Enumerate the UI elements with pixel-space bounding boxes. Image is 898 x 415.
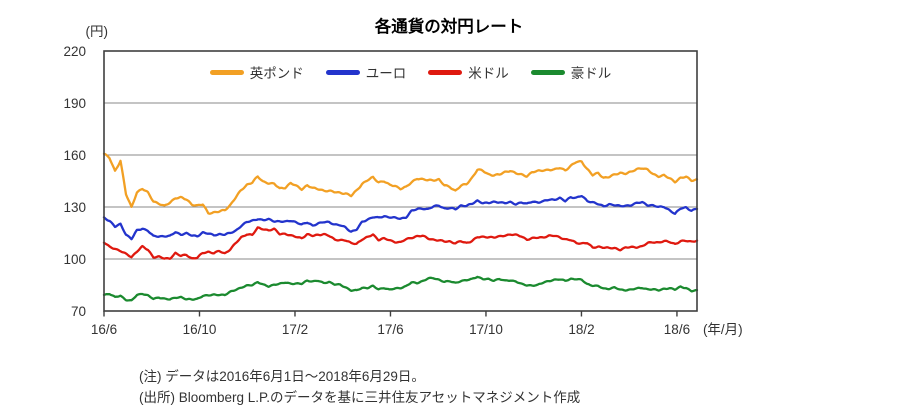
series-line-1: [102, 194, 699, 241]
y-tick-label: 100: [63, 252, 86, 267]
x-tick-label: 18/6: [664, 322, 690, 337]
x-axis-unit-label: (年/月): [703, 322, 743, 337]
legend: 英ポンド ユーロ 米ドル 豪ドル: [114, 62, 707, 82]
legend-item-usd: 米ドル: [428, 62, 509, 82]
note-line: (注) データは2016年6月1日～2018年6月29日。: [139, 369, 425, 384]
x-tick-label: 17/2: [282, 322, 308, 337]
legend-item-gbp: 英ポンド: [209, 62, 304, 82]
series-line-3: [102, 275, 699, 302]
plot-area: 220 190 160 130 100 70 16/6 16/10 17/2 17/6 17/10 1…: [63, 44, 743, 337]
legend-label-eur: ユーロ: [365, 66, 407, 81]
y-tick-label: 130: [63, 200, 86, 215]
series-line-0: [102, 152, 699, 215]
y-axis-unit-label: (円): [85, 24, 109, 39]
x-tick-label: 18/2: [568, 322, 594, 337]
usd-line-swatch-icon: [428, 69, 463, 75]
legend-label-usd: 米ドル: [468, 66, 509, 81]
legend-label-gbp: 英ポンド: [249, 66, 304, 81]
y-tick-label: 220: [63, 44, 86, 59]
legend-item-eur: ユーロ: [325, 62, 407, 82]
plot-frame: [103, 50, 698, 312]
x-tick-label: 16/6: [91, 322, 117, 337]
source-line: (出所) Bloomberg L.P.のデータを基に三井住友アセットマネジメント…: [139, 390, 581, 405]
chart-title: 各通貨の対円レート: [374, 18, 524, 36]
gbp-line-swatch-icon: [209, 69, 244, 75]
y-tick-label: 190: [63, 96, 86, 111]
eur-line-swatch-icon: [325, 69, 360, 75]
x-tick-label: 17/10: [469, 322, 503, 337]
legend-label-aud: 豪ドル: [570, 66, 612, 81]
x-tick-label: 17/6: [377, 322, 403, 337]
aud-line-swatch-icon: [530, 69, 565, 75]
y-tick-label: 160: [63, 148, 86, 163]
y-tick-label: 70: [71, 304, 86, 319]
x-tick-label: 16/10: [183, 322, 217, 337]
footnotes: (注) データは2016年6月1日～2018年6月29日。 (出所) Bloom…: [139, 366, 580, 408]
series-line-2: [102, 226, 699, 260]
legend-item-aud: 豪ドル: [530, 62, 612, 82]
